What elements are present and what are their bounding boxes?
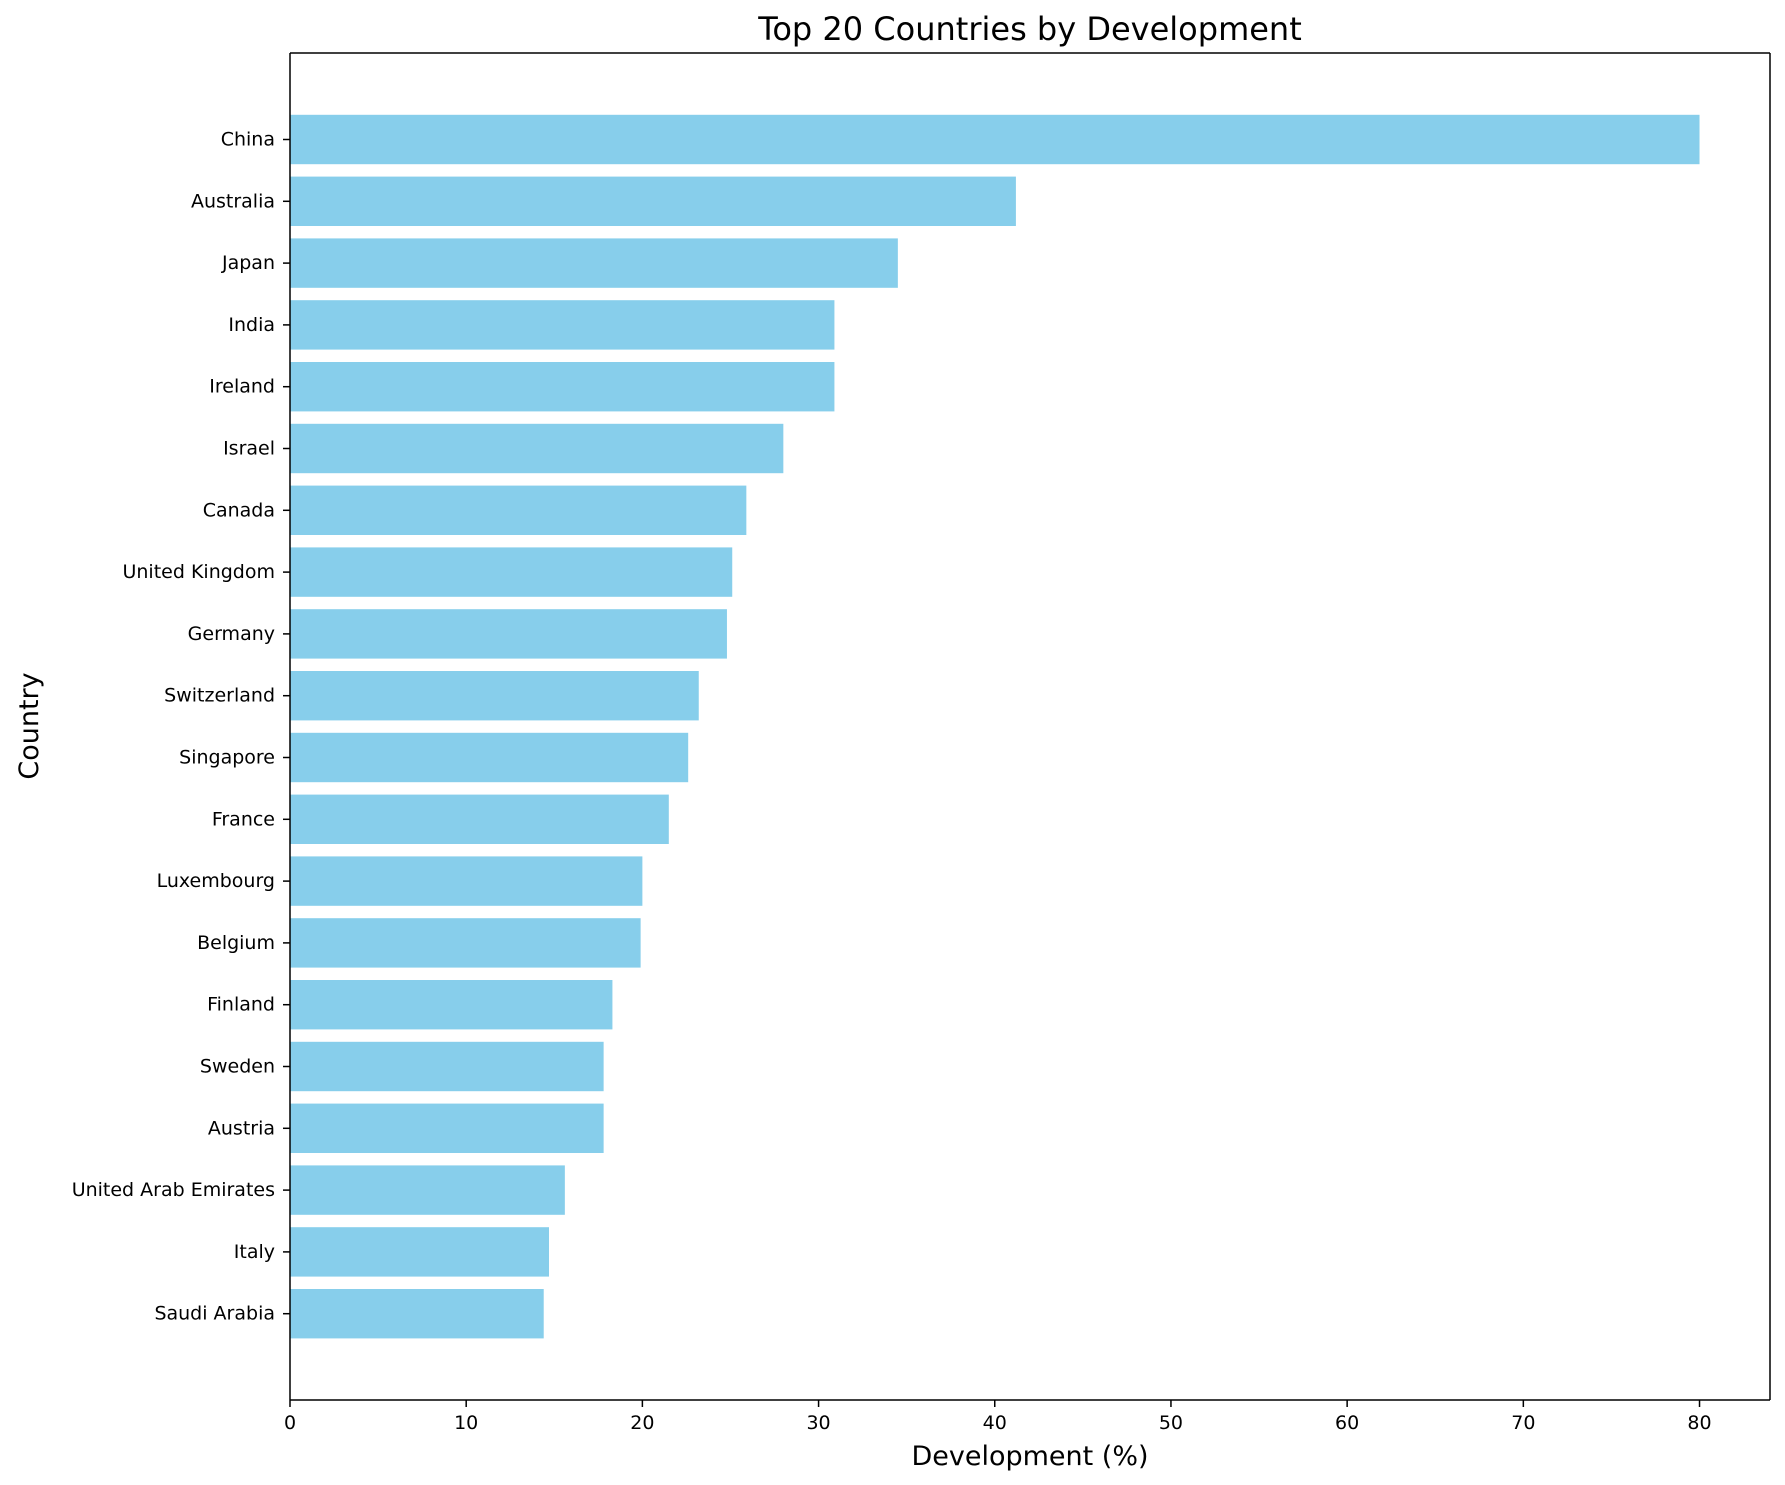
chart-title: Top 20 Countries by Development [757,10,1302,48]
bar-luxembourg [290,856,643,906]
x-tick-label: 40 [983,1412,1007,1434]
bar-united-arab-emirates [290,1165,565,1215]
y-tick-label: Israel [223,438,275,460]
bar-canada [290,485,747,535]
y-tick-label: China [221,129,275,151]
y-ticks-group: China Australia Japan India Ireland Israel Can… [72,129,290,1325]
x-tick-label: 20 [630,1412,654,1434]
y-tick-label: India [228,314,275,336]
y-tick-label: Finland [207,994,275,1016]
bar-italy [290,1227,549,1277]
y-tick-label: Italy [234,1241,275,1263]
x-axis-label: Development (%) [911,1441,1148,1472]
x-tick-label: 60 [1335,1412,1359,1434]
y-tick-label: France [212,808,275,830]
bar-united-kingdom [290,547,733,597]
y-tick-label: Japan [221,252,275,274]
y-tick-label: United Arab Emirates [72,1179,275,1201]
y-tick-label: Canada [203,499,275,521]
y-tick-label: Belgium [197,932,275,954]
y-tick-label: Germany [188,623,275,645]
x-tick-label: 30 [806,1412,830,1434]
y-tick-label: Singapore [179,747,275,769]
y-tick-label: Australia [191,190,275,212]
x-tick-label: 10 [454,1412,478,1434]
bar-japan [290,238,898,288]
bar-sweden [290,1041,604,1092]
y-tick-label: United Kingdom [122,561,275,583]
x-tick-label: 50 [1159,1412,1183,1434]
x-tick-label: 80 [1687,1412,1711,1434]
bar-france [290,794,669,844]
bar-finland [290,980,613,1030]
bar-switzerland [290,671,699,721]
bar-china [290,114,1700,165]
bar-belgium [290,918,641,968]
bar-singapore [290,732,689,783]
x-ticks-group: 0 10 20 30 40 50 60 70 80 [284,1400,1712,1434]
y-tick-label: Sweden [200,1056,275,1078]
y-axis-label: Country [14,672,45,779]
y-tick-label: Ireland [209,376,275,398]
bar-australia [290,176,1016,226]
y-tick-label: Austria [208,1117,275,1139]
y-tick-label: Saudi Arabia [154,1303,275,1325]
bars-group [290,114,1700,1339]
y-tick-label: Luxembourg [157,870,275,892]
x-tick-label: 0 [284,1412,296,1434]
bar-saudi-arabia [290,1289,544,1339]
bar-austria [290,1103,604,1153]
bar-germany [290,609,727,659]
x-tick-label: 70 [1511,1412,1535,1434]
y-tick-label: Switzerland [164,685,275,707]
bar-israel [290,423,784,474]
bar-ireland [290,362,835,412]
bar-india [290,300,835,350]
